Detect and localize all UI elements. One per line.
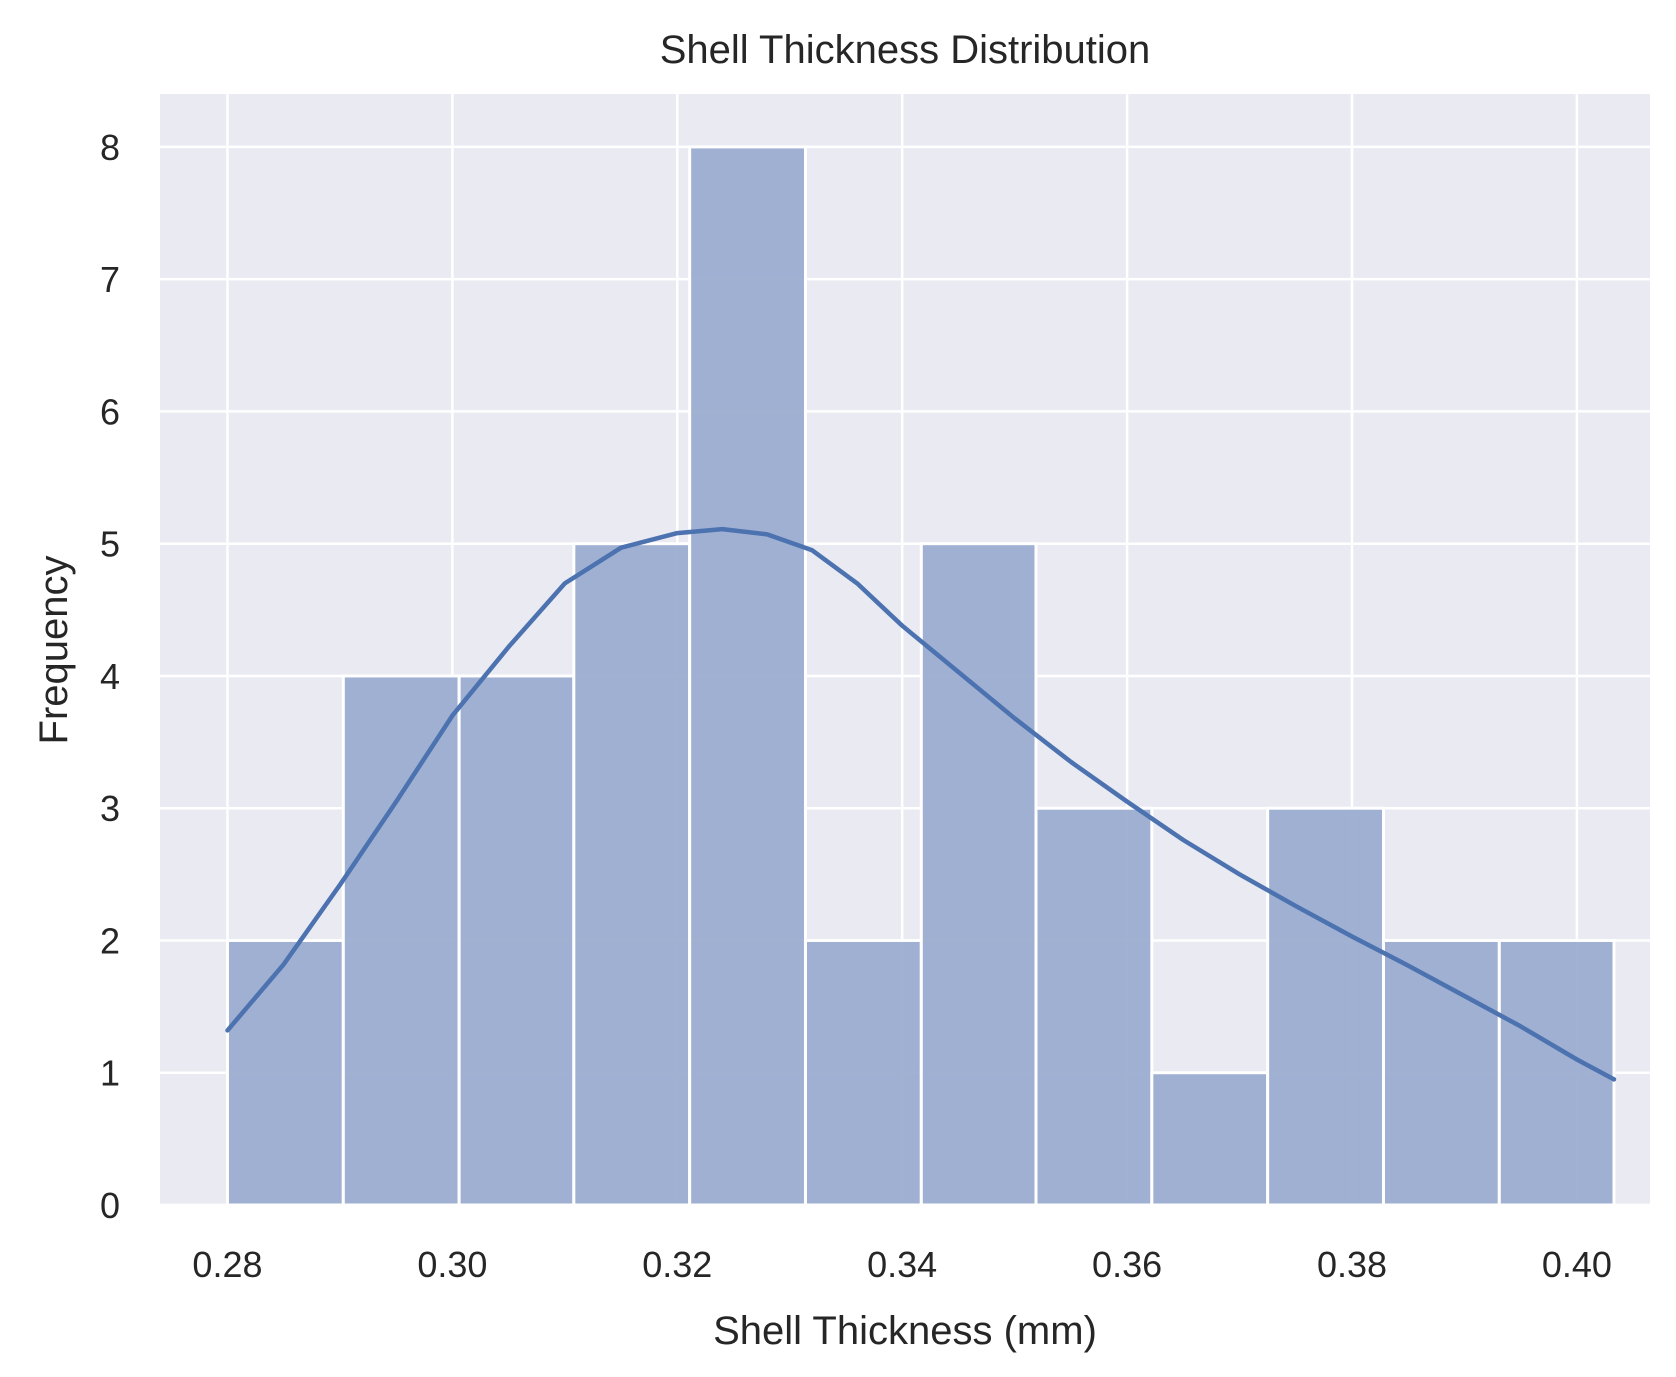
x-tick-label-1: 0.30 xyxy=(417,1244,487,1285)
y-tick-label-7: 7 xyxy=(100,259,120,300)
histogram-bar-8 xyxy=(1150,1071,1270,1207)
y-tick-label-8: 8 xyxy=(100,127,120,168)
y-tick-label-2: 2 xyxy=(100,920,120,961)
chart-title: Shell Thickness Distribution xyxy=(660,28,1151,72)
histogram-bar-0 xyxy=(225,938,345,1207)
y-tick-label-3: 3 xyxy=(100,788,120,829)
y-axis-ticks: 0 1 2 3 4 5 6 7 8 xyxy=(100,127,120,1226)
histogram-bar-10 xyxy=(1381,938,1501,1207)
x-tick-label-0: 0.28 xyxy=(192,1244,262,1285)
x-axis-label: Shell Thickness (mm) xyxy=(713,1309,1097,1353)
histogram-bar-2 xyxy=(457,674,576,1207)
y-tick-label-5: 5 xyxy=(100,524,120,565)
x-axis-ticks: 0.28 0.30 0.32 0.34 0.36 0.38 0.40 xyxy=(192,1244,1612,1285)
histogram-bar-4 xyxy=(688,145,807,1207)
histogram-bar-3 xyxy=(572,542,692,1207)
kde-curve xyxy=(225,526,1617,1082)
y-axis-label: Frequency xyxy=(32,556,76,745)
y-tick-label-1: 1 xyxy=(100,1053,120,1094)
histogram-bar-6 xyxy=(919,542,1038,1207)
x-tick-label-5: 0.38 xyxy=(1317,1244,1387,1285)
y-tick-label-6: 6 xyxy=(100,391,120,432)
x-tick-label-2: 0.32 xyxy=(642,1244,712,1285)
y-tick-label-0: 0 xyxy=(100,1185,120,1226)
x-tick-label-4: 0.36 xyxy=(1092,1244,1162,1285)
histogram-bar-7 xyxy=(1034,806,1154,1207)
histogram-bar-1 xyxy=(341,674,461,1207)
histogram-bar-11 xyxy=(1497,938,1616,1207)
x-tick-label-6: 0.40 xyxy=(1542,1244,1612,1285)
y-tick-label-4: 4 xyxy=(100,656,120,697)
histogram-bars xyxy=(225,145,1616,1207)
x-tick-label-3: 0.34 xyxy=(867,1244,937,1285)
histogram-bar-9 xyxy=(1266,806,1385,1207)
histogram-bar-5 xyxy=(803,938,923,1207)
